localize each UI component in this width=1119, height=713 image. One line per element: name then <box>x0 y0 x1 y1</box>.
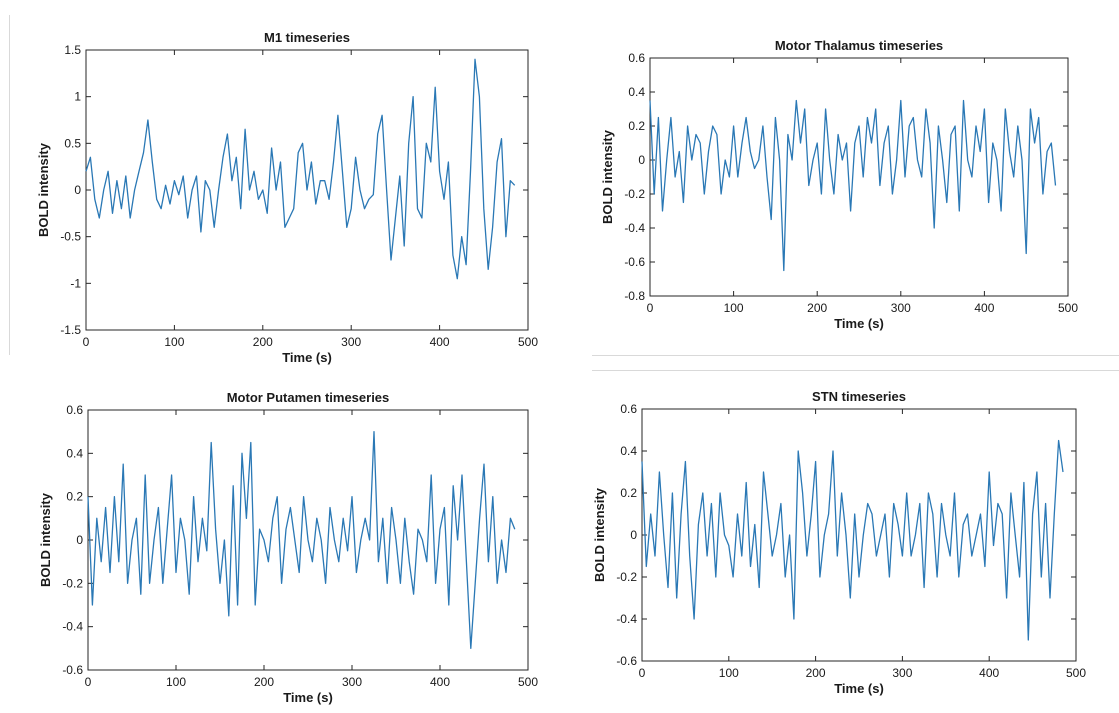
y-tick-label: 0.6 <box>620 402 637 416</box>
chart-title: Motor Thalamus timeseries <box>775 38 943 53</box>
y-tick-label: 0.6 <box>628 51 645 65</box>
x-axis-label: Time (s) <box>282 350 332 365</box>
x-tick-label: 500 <box>518 335 538 349</box>
y-tick-label: 0.2 <box>628 119 645 133</box>
x-tick-label: 400 <box>974 301 994 315</box>
series-line <box>649 99 1057 272</box>
y-tick-label: 0.4 <box>628 85 645 99</box>
series-line <box>85 58 516 280</box>
y-tick-label: -0.5 <box>60 230 81 244</box>
divider-horizontal <box>592 355 1119 356</box>
x-tick-label: 300 <box>342 675 362 689</box>
y-tick-label: -0.2 <box>62 576 83 590</box>
y-tick-label: -0.6 <box>624 255 645 269</box>
y-tick-label: -0.6 <box>62 663 83 677</box>
chart-panel-stn: STN timeseries 0 100 200 300 400 500 -0.6 -0.4 -0… <box>560 381 1115 711</box>
x-tick-label: 0 <box>83 335 90 349</box>
y-tick-label: -0.4 <box>624 221 645 235</box>
x-tick-label: 0 <box>85 675 92 689</box>
y-tick-label: 0 <box>76 533 83 547</box>
y-axis-label: BOLD intensity <box>36 142 51 237</box>
y-tick-label: -0.8 <box>624 289 645 303</box>
y-tick-label: 0 <box>638 153 645 167</box>
chart-stn: STN timeseries 0 100 200 300 400 500 -0.6 -0.4 -0… <box>592 389 1086 696</box>
y-tick-label: -1.5 <box>60 323 81 337</box>
x-tick-label: 400 <box>430 335 450 349</box>
y-axis-label: BOLD intensity <box>600 129 615 224</box>
y-tick-label: -0.4 <box>62 620 83 634</box>
y-tick-label: 0 <box>74 183 81 197</box>
x-tick-label: 300 <box>892 666 912 680</box>
y-tick-label: 1 <box>74 90 81 104</box>
y-tick-label: 0.4 <box>66 446 83 460</box>
divider-horizontal-lower <box>592 370 1119 371</box>
x-tick-label: 100 <box>164 335 184 349</box>
y-tick-label: 0.6 <box>66 403 83 417</box>
y-axis-label: BOLD intensity <box>38 492 53 587</box>
y-tick-label: 0.2 <box>620 486 637 500</box>
divider-vertical <box>9 15 10 355</box>
y-tick-label: -0.2 <box>624 187 645 201</box>
x-tick-label: 100 <box>724 301 744 315</box>
y-tick-label: 0.4 <box>620 444 637 458</box>
y-tick-label: 0.5 <box>64 136 81 150</box>
chart-title: M1 timeseries <box>264 30 350 45</box>
y-axis-label: BOLD intensity <box>592 487 607 582</box>
y-tick-label: -0.4 <box>616 612 637 626</box>
plot-frame <box>641 408 1077 662</box>
x-tick-label: 500 <box>1066 666 1086 680</box>
series-line <box>641 439 1064 641</box>
series-line <box>87 431 516 649</box>
x-tick-label: 100 <box>166 675 186 689</box>
x-tick-label: 300 <box>891 301 911 315</box>
chart-m1: M1 timeseries 0 100 200 300 400 500 -1.5 -1 -0.5 0… <box>36 30 538 365</box>
plot-frame <box>649 57 1069 297</box>
chart-panel-motor-thalamus: Motor Thalamus timeseries 0 100 200 300 400 50… <box>560 28 1115 340</box>
x-tick-label: 400 <box>430 675 450 689</box>
x-tick-label: 0 <box>639 666 646 680</box>
chart-motor-putamen: Motor Putamen timeseries 0 100 200 300 400 500… <box>38 390 538 705</box>
x-axis-label: Time (s) <box>834 316 884 331</box>
chart-title: STN timeseries <box>812 389 906 404</box>
x-tick-label: 200 <box>254 675 274 689</box>
x-axis-label: Time (s) <box>834 681 884 696</box>
y-tick-label: 1.5 <box>64 43 81 57</box>
y-tick-label: -1 <box>70 276 81 290</box>
x-tick-label: 500 <box>1058 301 1078 315</box>
y-tick-label: 0 <box>630 528 637 542</box>
x-tick-label: 200 <box>806 666 826 680</box>
y-tick-label: 0.2 <box>66 490 83 504</box>
x-tick-label: 500 <box>518 675 538 689</box>
chart-panel-motor-putamen: Motor Putamen timeseries 0 100 200 300 400 500… <box>0 382 560 712</box>
x-tick-label: 400 <box>979 666 999 680</box>
x-tick-label: 100 <box>719 666 739 680</box>
x-axis-label: Time (s) <box>283 690 333 705</box>
chart-title: Motor Putamen timeseries <box>227 390 390 405</box>
x-tick-label: 200 <box>253 335 273 349</box>
chart-panel-m1: M1 timeseries 0 100 200 300 400 500 -1.5 -1 -0.5 0… <box>0 20 560 365</box>
x-tick-label: 200 <box>807 301 827 315</box>
y-tick-label: -0.2 <box>616 570 637 584</box>
x-tick-label: 0 <box>647 301 654 315</box>
y-tick-label: -0.6 <box>616 654 637 668</box>
x-tick-label: 300 <box>341 335 361 349</box>
chart-motor-thalamus: Motor Thalamus timeseries 0 100 200 300 400 50… <box>600 38 1078 331</box>
